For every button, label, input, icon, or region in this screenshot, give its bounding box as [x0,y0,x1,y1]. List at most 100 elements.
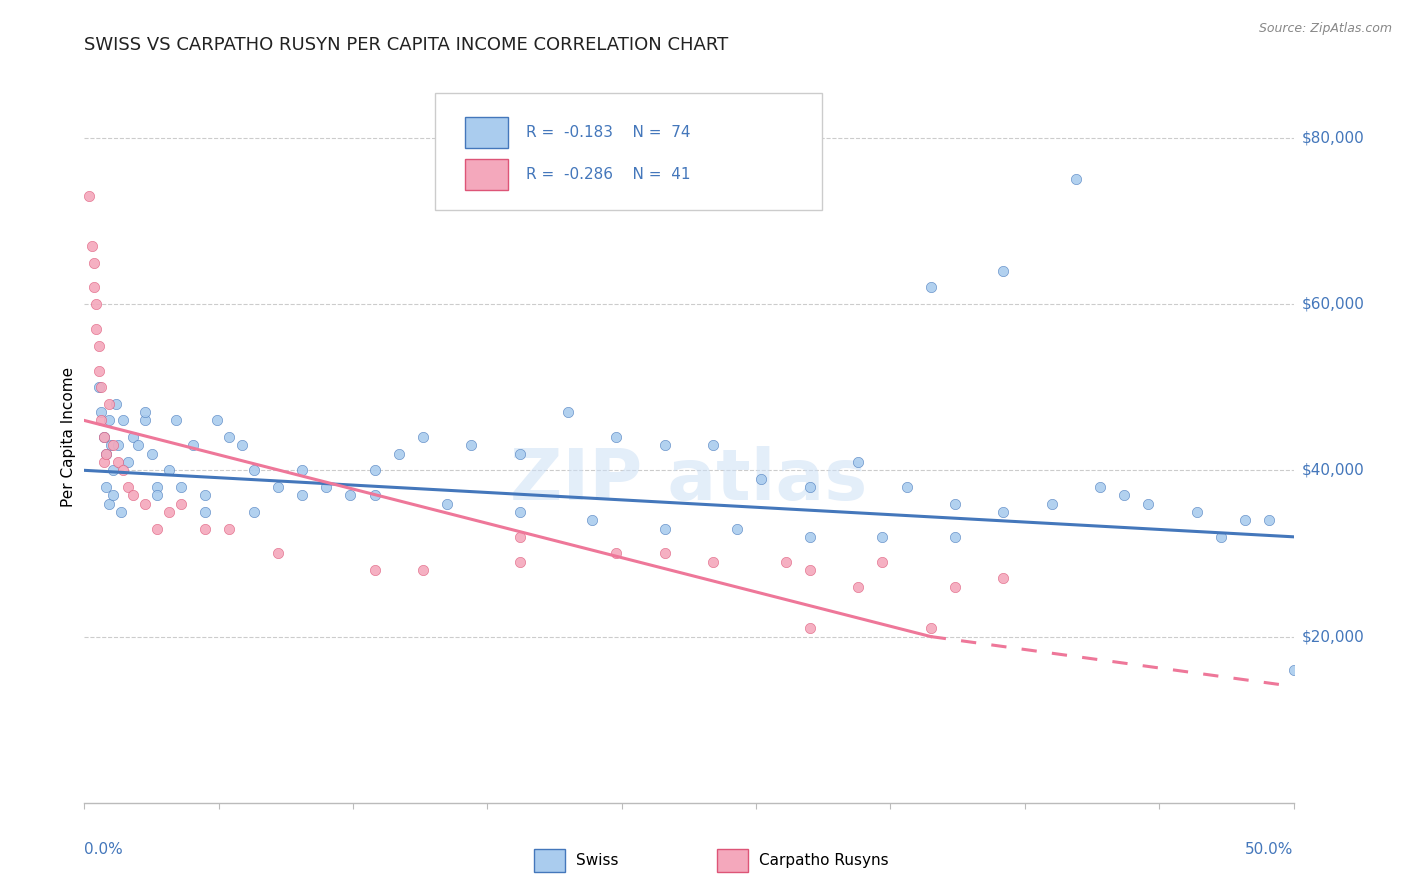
Point [194,488,217,502]
Point [1258,513,1281,527]
Point [654,438,676,452]
Point [94,480,117,494]
FancyBboxPatch shape [434,94,823,211]
Point [920,280,942,294]
Point [846,455,869,469]
Point [170,497,193,511]
Point [134,413,156,427]
Point [267,546,290,560]
Point [993,505,1015,519]
Point [436,497,458,511]
Text: ZIP atlas: ZIP atlas [510,447,868,516]
Point [846,580,869,594]
Text: R =  -0.183    N =  74: R = -0.183 N = 74 [526,125,690,140]
Text: $20,000: $20,000 [1302,629,1365,644]
Point [242,463,264,477]
Point [751,472,773,486]
Point [943,580,966,594]
Point [112,413,135,427]
Point [218,430,240,444]
Point [1282,663,1305,677]
Point [97,497,120,511]
Point [1137,497,1160,511]
Point [872,530,894,544]
Point [157,463,180,477]
Point [90,405,112,419]
Text: Swiss: Swiss [576,854,619,868]
Point [702,555,724,569]
Point [1088,480,1111,494]
Point [581,513,603,527]
Point [100,438,122,452]
Point [1185,505,1208,519]
Point [460,438,482,452]
Point [509,505,531,519]
Point [103,463,125,477]
Point [94,447,117,461]
Point [872,555,894,569]
Point [127,438,149,452]
Point [943,530,966,544]
Point [799,621,821,635]
Point [93,455,115,469]
Point [605,546,627,560]
Point [207,413,229,427]
Point [315,480,337,494]
Point [339,488,361,502]
Point [117,455,139,469]
Point [509,530,531,544]
Point [107,438,129,452]
Point [943,497,966,511]
Point [121,430,143,444]
Point [134,405,156,419]
Point [775,555,797,569]
Text: $80,000: $80,000 [1302,130,1365,145]
Point [654,546,676,560]
Point [93,430,115,444]
Point [388,447,411,461]
Point [141,447,163,461]
Point [90,380,112,394]
Point [654,521,676,535]
Point [993,264,1015,278]
Point [1234,513,1257,527]
Point [94,447,117,461]
Text: 0.0%: 0.0% [84,842,124,856]
FancyBboxPatch shape [465,118,508,148]
Point [242,505,264,519]
Text: Source: ZipAtlas.com: Source: ZipAtlas.com [1258,22,1392,36]
Point [146,488,169,502]
Text: R =  -0.286    N =  41: R = -0.286 N = 41 [526,167,690,182]
Point [107,455,129,469]
Point [87,380,110,394]
Point [103,488,125,502]
Point [1114,488,1136,502]
Point [920,621,942,635]
Point [291,463,314,477]
Point [112,463,135,477]
Point [605,430,627,444]
Text: SWISS VS CARPATHO RUSYN PER CAPITA INCOME CORRELATION CHART: SWISS VS CARPATHO RUSYN PER CAPITA INCOM… [84,36,728,54]
Point [363,488,385,502]
Point [267,480,290,494]
Point [702,438,724,452]
Point [1209,530,1232,544]
Point [97,413,120,427]
Point [134,497,156,511]
Point [896,480,918,494]
Text: Carpatho Rusyns: Carpatho Rusyns [759,854,889,868]
Point [86,297,108,311]
Point [1064,172,1087,186]
Point [97,397,120,411]
Point [80,239,103,253]
Point [412,430,434,444]
Point [90,413,112,427]
Point [363,563,385,577]
FancyBboxPatch shape [465,159,508,190]
Point [83,280,105,294]
Point [110,505,132,519]
Point [104,397,127,411]
Point [194,521,217,535]
Point [157,505,180,519]
Point [194,505,217,519]
